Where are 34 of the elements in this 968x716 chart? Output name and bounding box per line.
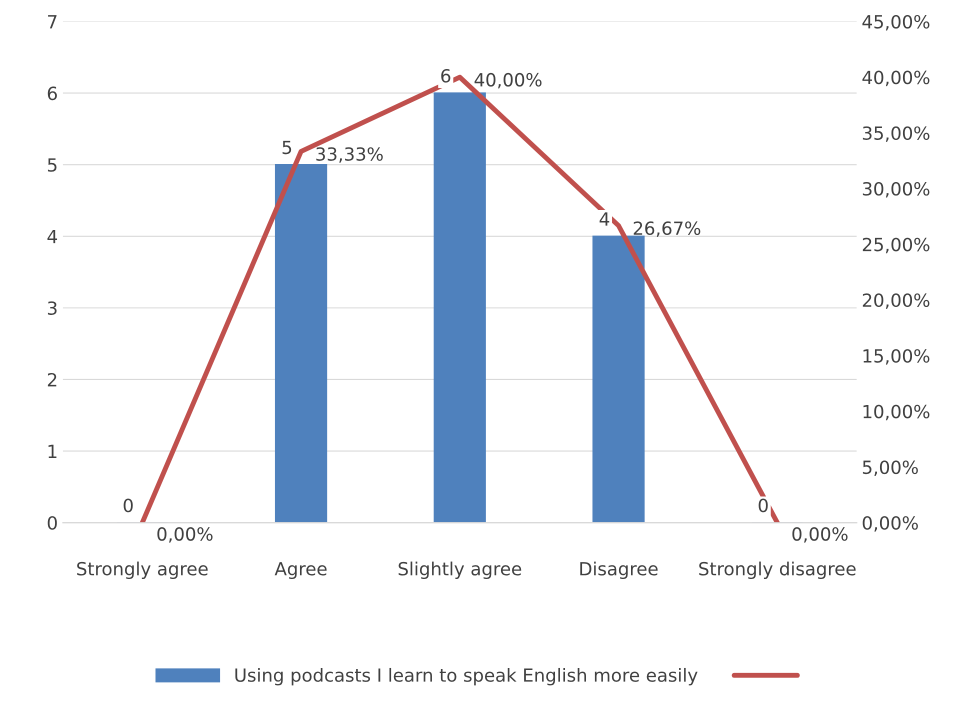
data-label: 0	[124, 498, 133, 512]
y-tick-label: 5	[48, 158, 56, 172]
y2-tick-label: 25,00%	[862, 238, 930, 254]
y-tick-label: 1	[48, 444, 56, 458]
y-tick-label: 3	[48, 301, 57, 315]
legend-label: Using podcasts I learn to speak English more easily	[235, 668, 698, 686]
data-label: 40,00%	[474, 72, 542, 88]
data-label: 0,00%	[792, 527, 848, 543]
y2-tick-label: 40,00%	[862, 70, 930, 86]
y2-tick-label: 10,00%	[864, 404, 930, 420]
y2-tick-label: 20,00%	[862, 293, 930, 309]
y-tick-label: 6	[48, 86, 57, 100]
data-label: 0	[758, 498, 768, 512]
data-label: 5	[282, 140, 292, 154]
x-tick-label: Strongly agree	[77, 562, 208, 580]
x-tick-label: Disagree	[580, 562, 658, 580]
y2-tick-label: 30,00%	[862, 182, 930, 198]
y2-tick-label: 35,00%	[862, 126, 930, 142]
y-tick-label: 7	[48, 15, 57, 28]
y2-tick-label: 5,00%	[862, 460, 918, 476]
y-tick-label: 2	[48, 372, 56, 386]
y-tick-label: 0	[48, 516, 57, 530]
data-label: 26,67%	[634, 221, 700, 237]
y2-tick-label: 0,00%	[862, 516, 918, 532]
x-tick-label: Slightly agree	[398, 562, 522, 580]
y-tick-label: 4	[47, 230, 58, 244]
data-label: 0,00%	[157, 527, 213, 543]
data-label: 4	[600, 212, 610, 226]
data-label: 6	[441, 68, 450, 83]
y2-tick-label: 45,00%	[862, 14, 930, 30]
x-tick-label: Agree	[274, 562, 327, 580]
data-label: 33,33%	[316, 147, 383, 163]
x-tick-label: Strongly disagree	[699, 562, 856, 580]
y2-tick-label: 15,00%	[864, 349, 930, 365]
